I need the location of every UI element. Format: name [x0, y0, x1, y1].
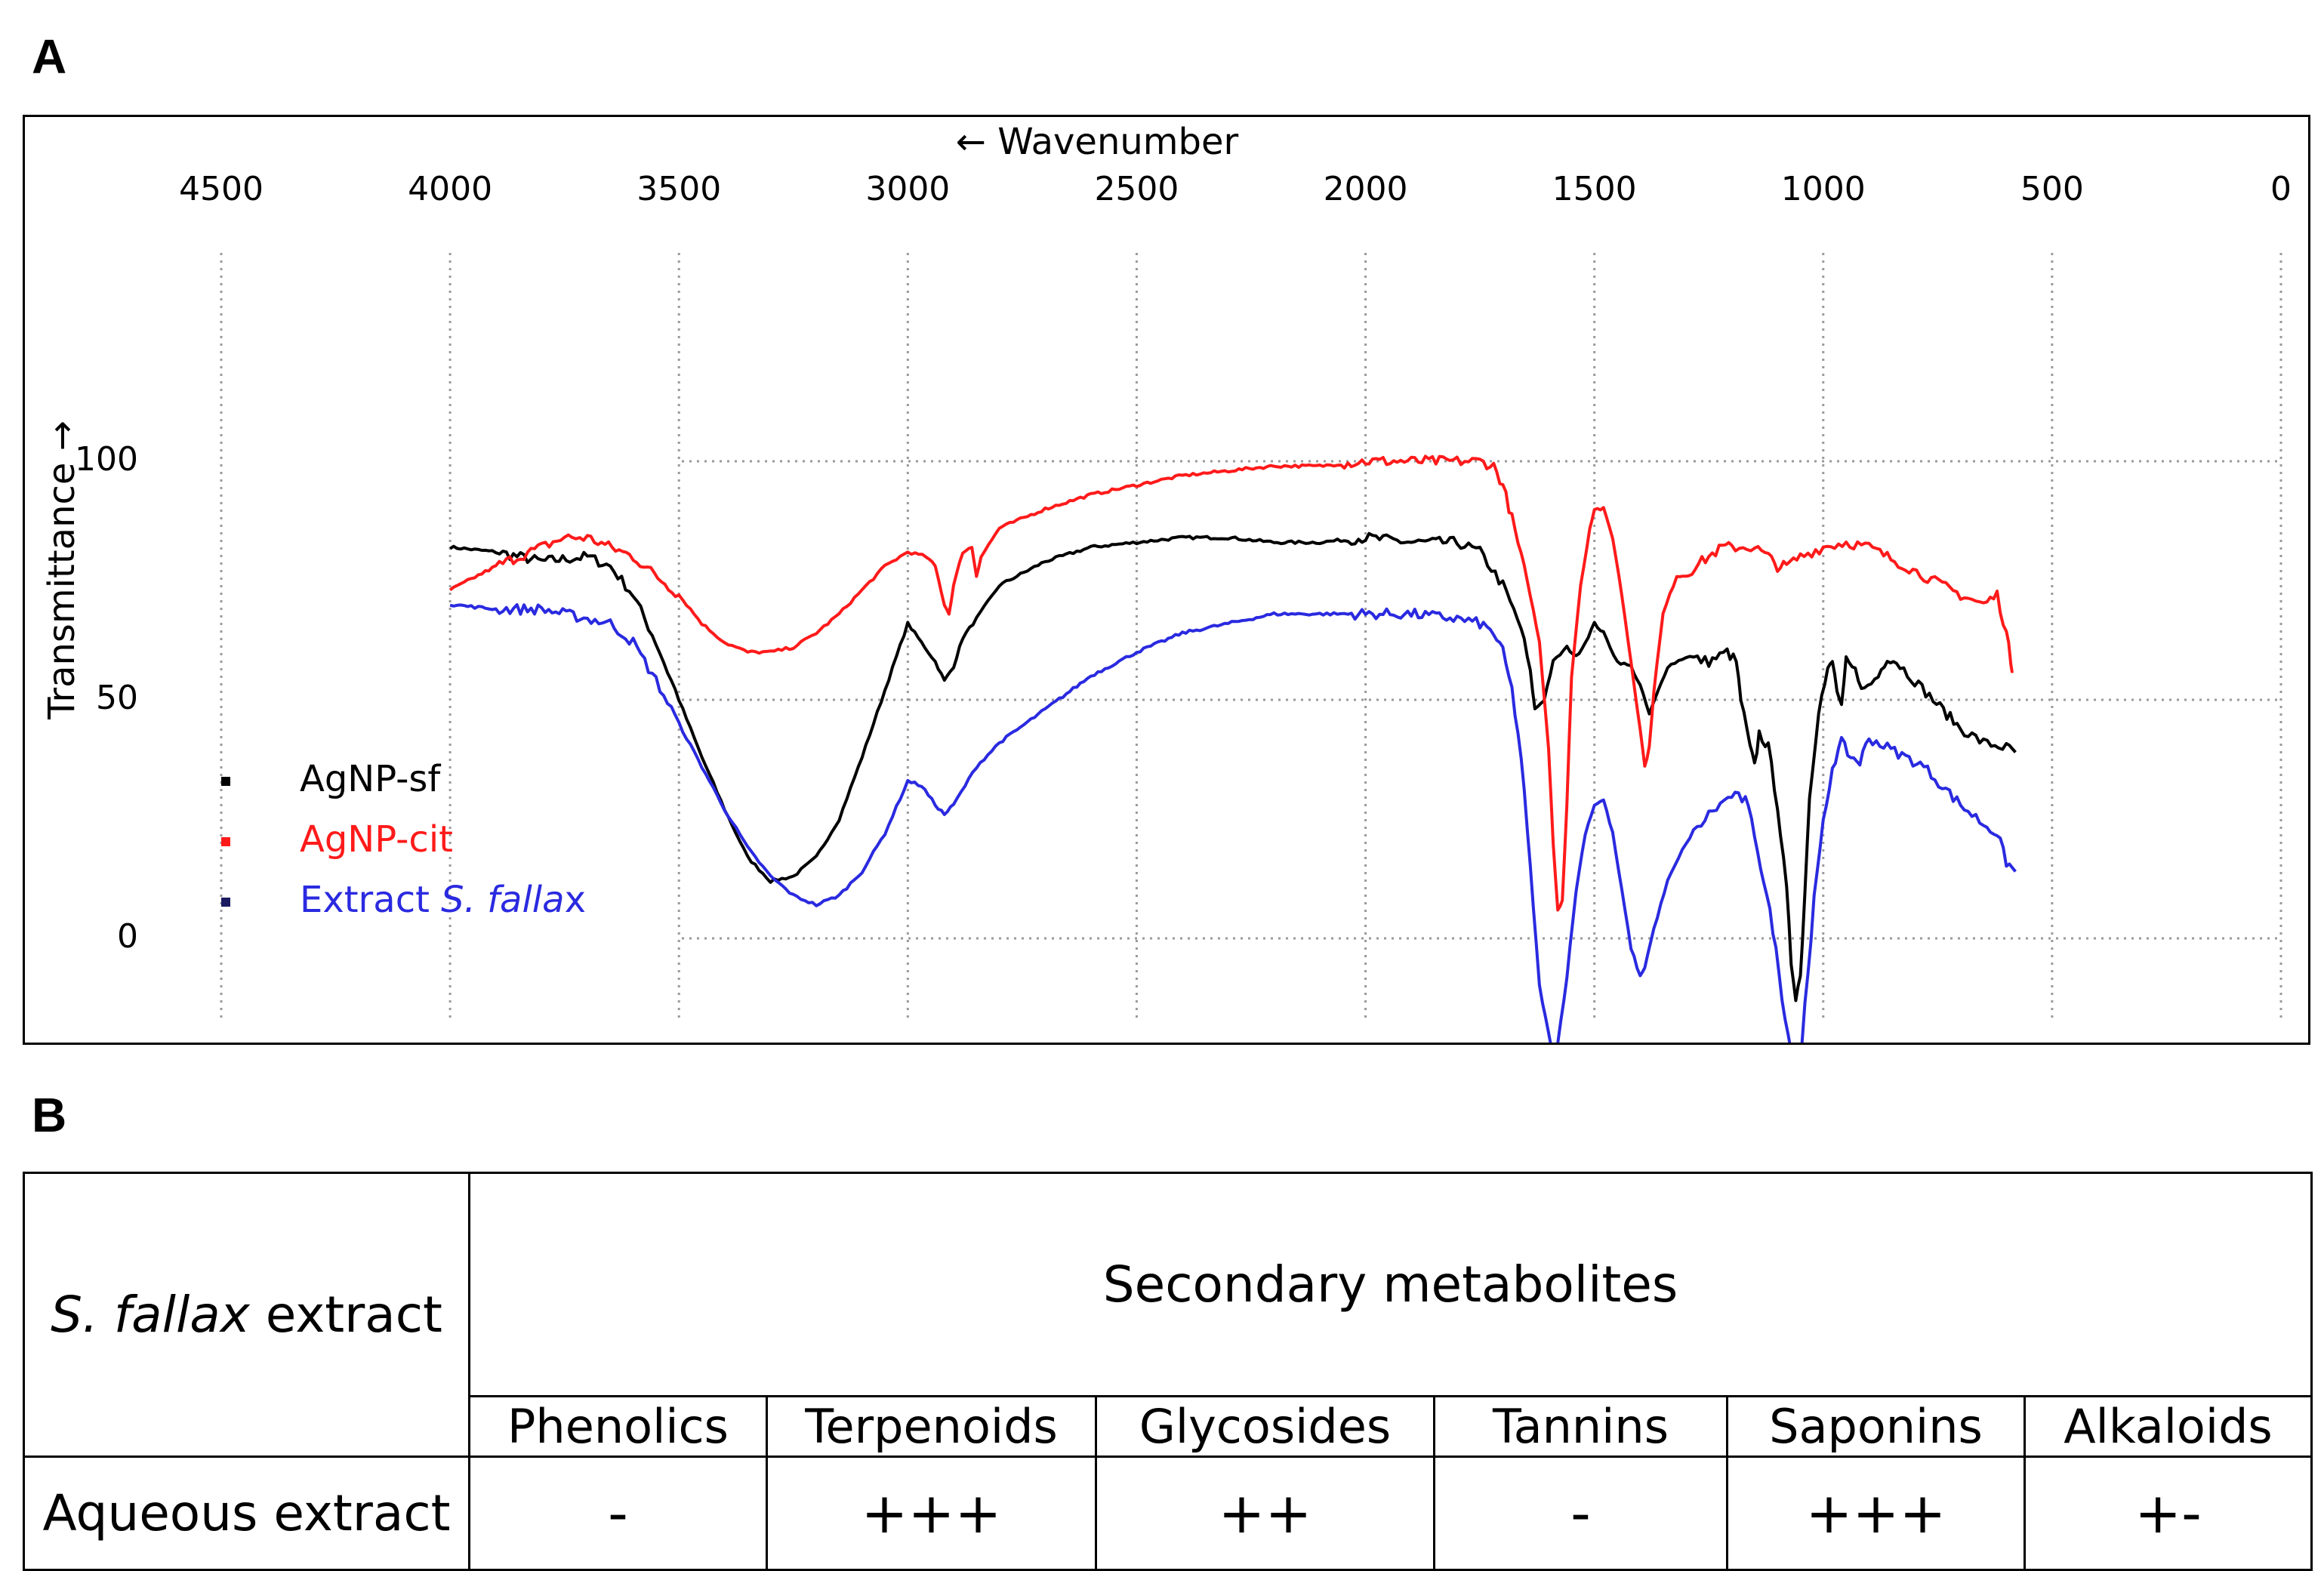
- legend-marker-agnp-sf: [221, 777, 230, 786]
- x-tick-label: 3500: [636, 170, 721, 208]
- legend-item-agnp-sf: AgNP-sf: [221, 758, 441, 800]
- legend: AgNP-sf AgNP-cit Extract S. fallax: [221, 758, 586, 921]
- x-tick-label: 3000: [865, 170, 950, 208]
- corner-cell: S. fallax extract: [23, 1172, 470, 1458]
- legend-marker-agnp-cit: [221, 837, 230, 846]
- corner-label: S. fallax extract: [51, 1286, 442, 1344]
- x-tick-label: 2500: [1094, 170, 1179, 208]
- value-saponins: +++: [1726, 1455, 2026, 1571]
- x-tick-label: 4000: [408, 170, 492, 208]
- panel-b-label: B: [32, 1088, 67, 1142]
- panel-a-label: A: [32, 29, 67, 84]
- x-tick-label: 0: [2270, 170, 2292, 208]
- col-header-alkaloids: Alkaloids: [2023, 1395, 2313, 1458]
- legend-label-agnp-cit: AgNP-cit: [300, 818, 453, 861]
- col-header-terpenoids: Terpenoids: [766, 1395, 1097, 1458]
- chart-canvas: 4500 4000 3500 3000 2500 2000 1500 1000 500 01005…: [41, 121, 2292, 1043]
- col-header-glycosides: Glycosides: [1095, 1395, 1435, 1458]
- x-axis-label: ← Wavenumber: [956, 121, 1239, 163]
- group-header: Secondary metabolites: [467, 1172, 2313, 1397]
- row-label: Aqueous extract: [23, 1455, 470, 1571]
- y-tick-label: 100: [75, 440, 138, 479]
- axis-ticks: 4500 4000 3500 3000 2500 2000 1500 1000 500 01005…: [75, 170, 2292, 956]
- table-row: Aqueous extract - +++ ++ - +++ +-: [23, 1455, 2313, 1571]
- x-tick-label: 500: [2020, 170, 2084, 208]
- legend-item-agnp-cit: AgNP-cit: [221, 818, 453, 861]
- legend-marker-extract: [221, 898, 230, 907]
- value-terpenoids: +++: [766, 1455, 1097, 1571]
- col-header-tannins: Tannins: [1433, 1395, 1728, 1458]
- value-glycosides: ++: [1095, 1455, 1435, 1571]
- y-axis-label: Transmittance →: [41, 420, 83, 720]
- value-tannins: -: [1433, 1455, 1728, 1571]
- value-alkaloids: +-: [2023, 1455, 2313, 1571]
- y-tick-label: 0: [117, 917, 138, 956]
- y-tick-label: 50: [96, 679, 138, 717]
- series-line-agnp-cit: [448, 454, 2014, 912]
- x-tick-label: 1500: [1552, 170, 1637, 208]
- x-tick-label: 4500: [179, 170, 264, 208]
- legend-label-extract: Extract S. fallax: [300, 879, 586, 921]
- value-phenolics: -: [468, 1455, 768, 1571]
- col-header-phenolics: Phenolics: [468, 1395, 768, 1458]
- metabolites-table: S. fallax extract Secondary metabolites …: [23, 1172, 2313, 1571]
- col-header-saponins: Saponins: [1726, 1395, 2026, 1458]
- grid: [220, 253, 2282, 1020]
- x-tick-label: 1000: [1781, 170, 1866, 208]
- legend-label-agnp-sf: AgNP-sf: [300, 758, 441, 800]
- ftir-chart: 4500 4000 3500 3000 2500 2000 1500 1000 500 0 100 5…: [23, 115, 2310, 1045]
- legend-item-extract: Extract S. fallax: [221, 879, 586, 921]
- series-lines: [448, 454, 2017, 1043]
- series-line-extract-s-fallax: [449, 603, 2017, 1043]
- x-tick-label: 2000: [1324, 170, 1408, 208]
